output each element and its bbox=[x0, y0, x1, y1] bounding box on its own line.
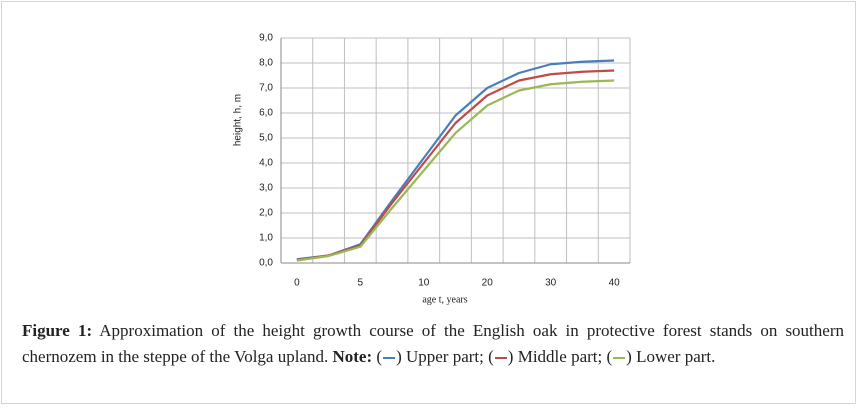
y-tick-label: 6,0 bbox=[259, 108, 273, 119]
x-tick-label: 10 bbox=[418, 278, 430, 289]
legend-swatch bbox=[383, 357, 396, 360]
caption: Figure 1: Approximation of the height gr… bbox=[22, 318, 844, 370]
legend-swatch bbox=[613, 357, 626, 360]
y-tick-label: 1,0 bbox=[259, 233, 273, 244]
y-tick-label: 3,0 bbox=[259, 183, 273, 194]
x-axis-title: age t, years bbox=[422, 294, 467, 305]
legend-label: Upper part; bbox=[405, 347, 484, 366]
y-tick-label: 4,0 bbox=[259, 158, 273, 169]
legend-label: Lower part. bbox=[636, 347, 716, 366]
legend-swatch bbox=[494, 357, 507, 360]
x-tick-label: 0 bbox=[294, 278, 300, 289]
x-tick-label: 20 bbox=[482, 278, 494, 289]
x-tick-label: 40 bbox=[609, 278, 621, 289]
y-tick-label: 5,0 bbox=[259, 133, 273, 144]
y-tick-label: 0,0 bbox=[259, 258, 273, 269]
legend-item: () Middle part; bbox=[488, 347, 603, 366]
y-axis-title: height, h, m bbox=[233, 94, 244, 146]
x-tick-label: 30 bbox=[545, 278, 557, 289]
legend-item: () Upper part; bbox=[376, 347, 484, 366]
y-tick-label: 7,0 bbox=[259, 83, 273, 94]
legend-item: () Lower part. bbox=[606, 347, 716, 366]
y-tick-label: 8,0 bbox=[259, 58, 273, 69]
x-tick-label: 5 bbox=[358, 278, 364, 289]
caption-text: Approximation of the height growth cours… bbox=[22, 321, 844, 366]
series-line bbox=[296, 79, 615, 262]
caption-label: Figure 1: bbox=[22, 321, 93, 340]
note-label: Note: bbox=[332, 347, 373, 366]
chart: age t, years height, h, m 0,0 1,0 2,0 3,0 4,… bbox=[233, 33, 631, 305]
y-tick-label: 2,0 bbox=[259, 208, 273, 219]
y-tick-label: 9,0 bbox=[259, 33, 273, 44]
legend-label: Middle part; bbox=[517, 347, 603, 366]
legend: () Upper part; () Middle part; () Lower … bbox=[376, 347, 715, 366]
